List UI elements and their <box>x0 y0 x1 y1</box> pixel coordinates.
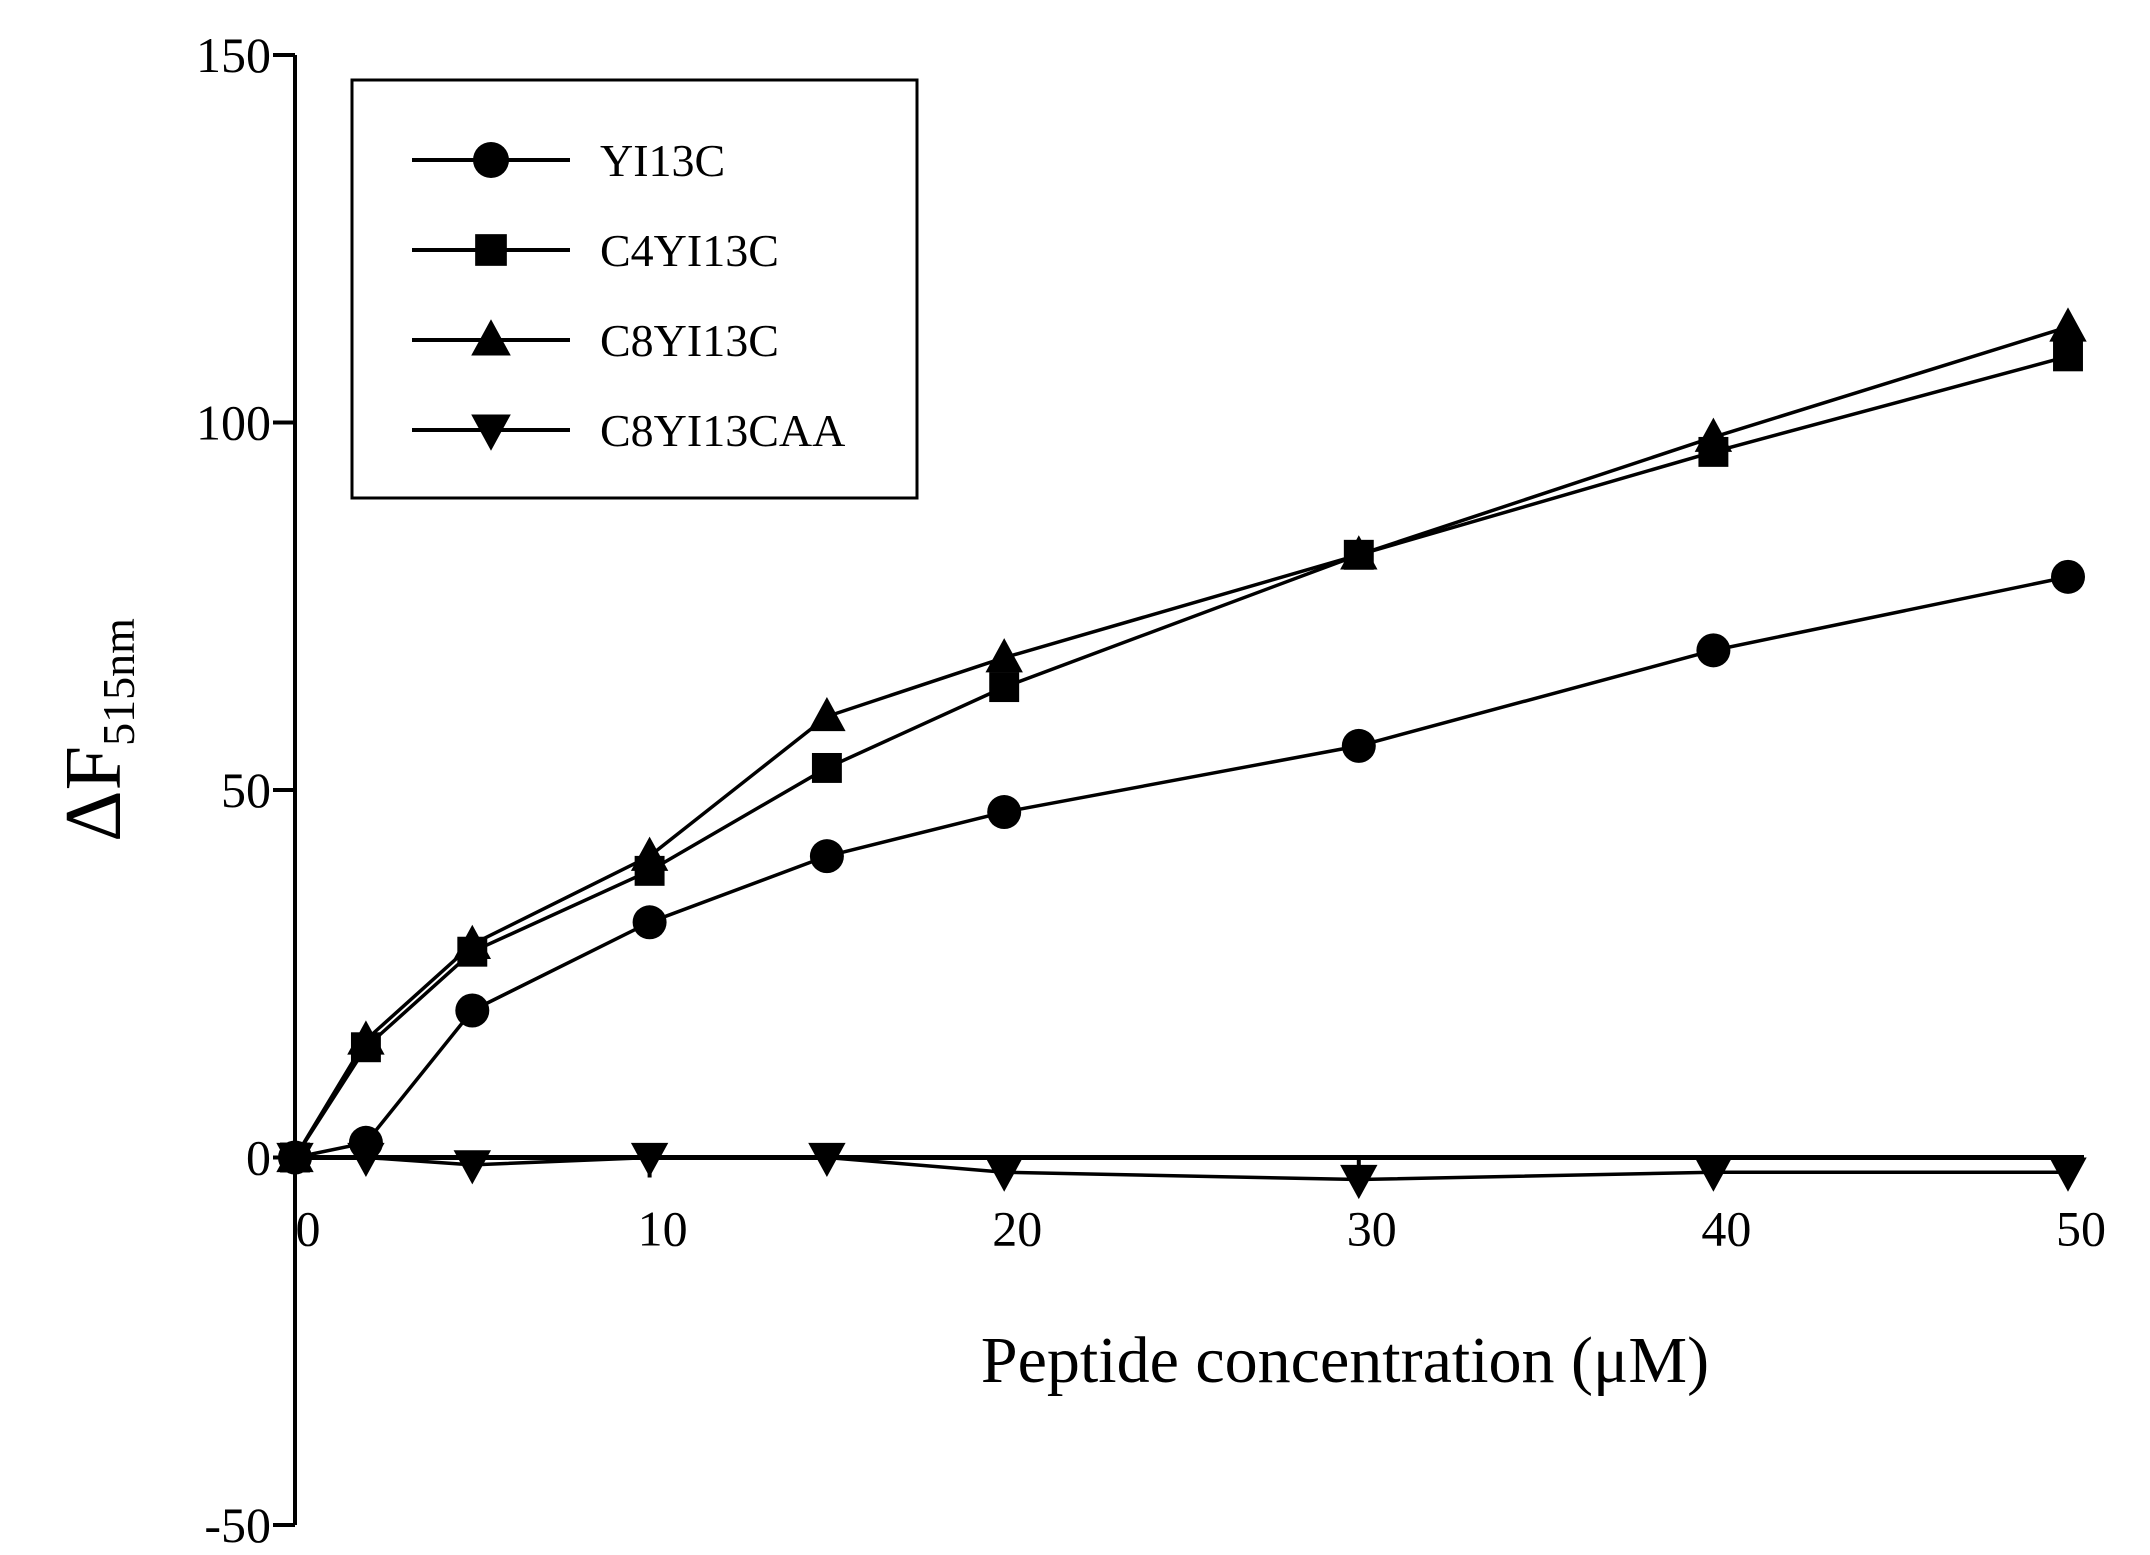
x-tick-label: 10 <box>638 1201 688 1257</box>
y-axis-title-sub: 515nm <box>93 618 144 746</box>
data-point <box>455 993 490 1028</box>
legend-label: YI13C <box>600 135 725 186</box>
data-point <box>2053 341 2083 372</box>
y-tick-label: -50 <box>204 1497 271 1553</box>
data-point <box>630 1142 669 1178</box>
series-C8YI13C <box>276 307 2087 1173</box>
y-axis-title-main: ΔF <box>50 746 138 842</box>
x-tick-label: 40 <box>1701 1201 1751 1257</box>
y-tick-label: 150 <box>196 27 271 83</box>
data-point <box>811 752 842 783</box>
data-point <box>808 696 846 732</box>
series-line <box>295 1155 2068 1182</box>
x-tick-label: 0 <box>296 1201 321 1257</box>
data-point <box>987 795 1022 830</box>
y-tick-label: 100 <box>196 395 271 451</box>
data-point <box>632 905 667 940</box>
data-point <box>1341 728 1376 763</box>
data-point <box>1340 535 1378 570</box>
data-point <box>2049 307 2087 342</box>
y-axis-title: ΔF515nm <box>50 618 144 842</box>
series-YI13C <box>278 559 2085 1175</box>
data-point <box>1694 417 1733 452</box>
series-C8YI13CAA <box>276 1142 2087 1200</box>
data-point <box>347 1142 385 1178</box>
legend-label: C8YI13C <box>600 315 779 366</box>
data-point <box>989 672 1020 703</box>
data-point <box>453 1150 491 1185</box>
series-layer <box>276 307 2087 1200</box>
data-point <box>809 839 844 874</box>
data-point <box>630 836 669 871</box>
data-point <box>1694 1157 1733 1192</box>
legend: YI13C C4YI13C C8YI13C C8YI13CAA <box>350 78 919 500</box>
legend-label: C8YI13CAA <box>600 405 845 456</box>
series-line <box>294 575 2069 1160</box>
legend-marker <box>471 414 511 451</box>
data-point <box>1340 1164 1378 1200</box>
axis-titles: Peptide concentration (μM) ΔF515nm <box>50 618 1709 1397</box>
data-point <box>276 1142 314 1178</box>
legend-marker <box>471 319 511 356</box>
y-tick-label: 50 <box>221 762 271 818</box>
data-point <box>2051 559 2085 594</box>
x-axis-title: Peptide concentration (μM) <box>981 1324 1709 1397</box>
data-point <box>453 924 491 960</box>
data-point <box>1696 633 1731 668</box>
data-point <box>808 1142 846 1178</box>
legend-item: C4YI13C <box>412 225 779 276</box>
legend-marker <box>475 234 507 266</box>
data-point <box>347 1020 385 1055</box>
legend-label: C4YI13C <box>600 225 779 276</box>
x-tick-label: 50 <box>2056 1201 2106 1257</box>
legend-item: C8YI13C <box>412 315 779 366</box>
data-point <box>985 1157 1023 1192</box>
data-point <box>2049 1157 2087 1192</box>
data-point <box>985 638 1023 673</box>
x-tick-label: 20 <box>992 1201 1042 1257</box>
y-tick-label: 0 <box>246 1130 271 1186</box>
legend-marker <box>473 142 509 178</box>
x-tick-label: 30 <box>1347 1201 1397 1257</box>
legend-item: C8YI13CAA <box>412 405 845 456</box>
legend-item: YI13C <box>412 135 725 186</box>
